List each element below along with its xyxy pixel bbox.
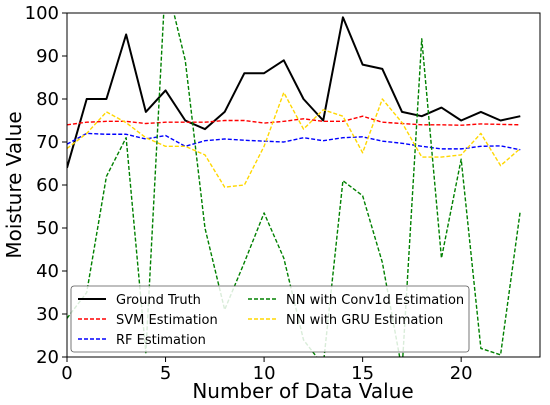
legend-label-1: SVM Estimation bbox=[116, 313, 218, 328]
legend-label-0: Ground Truth bbox=[116, 293, 201, 308]
series-line-1 bbox=[67, 115, 521, 126]
series-line-4 bbox=[67, 91, 521, 188]
y-tick-label: 50 bbox=[36, 218, 59, 239]
y-tick-label: 100 bbox=[25, 3, 59, 24]
y-axis-ticks: 20 30 40 50 60 70 80 90 100 bbox=[25, 3, 67, 368]
x-tick-label: 15 bbox=[351, 363, 374, 384]
legend-label-3: NN with Conv1d Estimation bbox=[286, 293, 464, 308]
legend-label-4: NN with GRU Estimation bbox=[286, 313, 443, 328]
y-axis-label: Moisture Value bbox=[2, 111, 26, 258]
y-tick-label: 70 bbox=[36, 132, 59, 153]
chart-legend: Ground Truth SVM Estimation RF Estimation N… bbox=[70, 285, 470, 353]
series-line-0 bbox=[67, 16, 521, 169]
y-tick-label: 20 bbox=[36, 347, 59, 368]
x-tick-label: 5 bbox=[160, 363, 171, 384]
y-tick-label: 60 bbox=[36, 175, 59, 196]
y-tick-label: 40 bbox=[36, 261, 59, 282]
x-axis-ticks: 0 5 10 15 20 bbox=[61, 357, 473, 384]
y-tick-label: 80 bbox=[36, 89, 59, 110]
y-tick-label: 90 bbox=[36, 46, 59, 67]
series-line-2 bbox=[67, 132, 521, 151]
x-tick-label: 0 bbox=[61, 363, 72, 384]
x-axis-label: Number of Data Value bbox=[192, 379, 413, 403]
legend-label-2: RF Estimation bbox=[116, 333, 206, 348]
x-tick-label: 10 bbox=[253, 363, 276, 384]
y-tick-label: 30 bbox=[36, 304, 59, 325]
x-tick-label: 20 bbox=[450, 363, 473, 384]
